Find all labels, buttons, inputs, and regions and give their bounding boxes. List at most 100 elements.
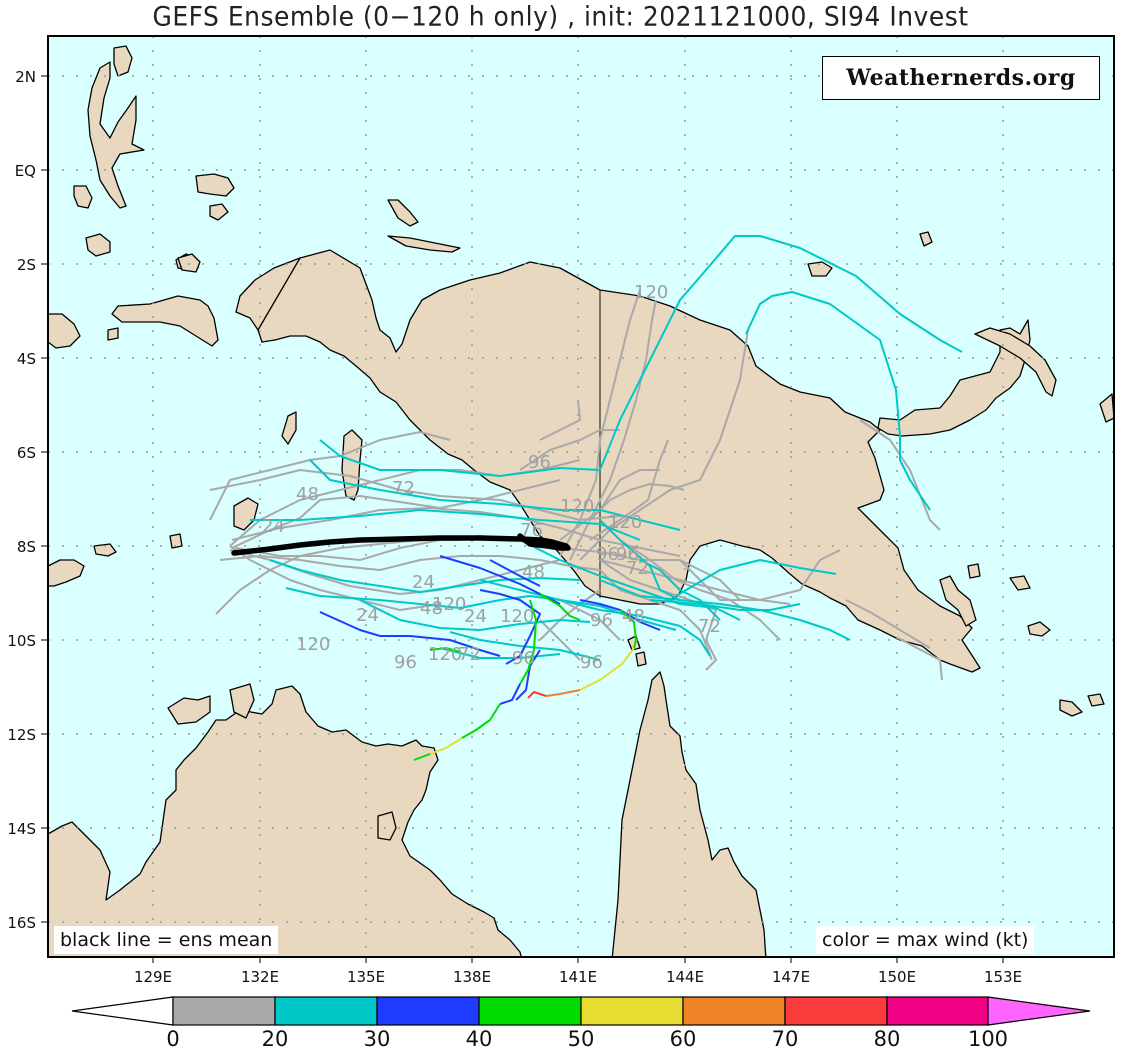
- svg-text:2N: 2N: [15, 68, 36, 86]
- longitude-labels: 129E 132E 135E 138E 141E 144E 147E 150E …: [134, 968, 1022, 986]
- watermark: Weathernerds.org: [822, 56, 1100, 100]
- colorbar-bin-30-40: [376, 996, 480, 1026]
- salawati: [209, 203, 229, 221]
- svg-text:EQ: EQ: [15, 162, 36, 180]
- svg-text:48: 48: [622, 606, 645, 627]
- bougainville: [1099, 393, 1114, 423]
- legend-ens-mean: black line = ens mean: [54, 926, 279, 954]
- svg-text:129E: 129E: [134, 968, 172, 986]
- biak: [387, 199, 419, 227]
- australia: [48, 685, 522, 957]
- kai-islands: [281, 411, 297, 445]
- chart-title: GEFS Ensemble (0−120 h only) , init: 202…: [152, 1, 969, 32]
- colorbar-label: 70: [771, 1027, 799, 1051]
- colorbar-min-arrow: [71, 996, 174, 1026]
- torres-island: [635, 651, 647, 667]
- bacan-islands: [73, 185, 93, 209]
- colorbar-label: 20: [261, 1027, 289, 1051]
- svg-text:14S: 14S: [7, 820, 36, 838]
- svg-text:138E: 138E: [453, 968, 491, 986]
- svg-text:76: 76: [520, 520, 543, 541]
- svg-text:2S: 2S: [17, 256, 36, 274]
- manus: [807, 261, 833, 277]
- small-island-b: [1059, 699, 1083, 717]
- svg-text:96: 96: [616, 544, 639, 565]
- babar: [169, 533, 183, 549]
- colorbar-label: 0: [166, 1027, 180, 1051]
- svg-text:135E: 135E: [347, 968, 385, 986]
- morotai: [113, 45, 133, 77]
- groote-eylandt: [377, 811, 397, 841]
- svg-text:72: 72: [626, 558, 649, 579]
- colorbar-bin-80-100: [886, 996, 989, 1026]
- colorbar-bin-50-60: [580, 996, 684, 1026]
- tiwi-islands-2: [229, 683, 255, 719]
- svg-text:72: 72: [458, 644, 481, 665]
- svg-text:96: 96: [596, 544, 619, 565]
- colorbar-bin-0-20: [172, 996, 276, 1026]
- colorbar-bin-20-30: [274, 996, 378, 1026]
- colorbar: [71, 996, 1091, 1026]
- land-masses: [48, 45, 1114, 957]
- svg-text:24: 24: [262, 516, 285, 537]
- svg-text:24: 24: [412, 572, 435, 593]
- svg-text:12S: 12S: [7, 726, 36, 744]
- tracks-intense: [413, 593, 637, 761]
- svg-text:144E: 144E: [666, 968, 704, 986]
- ambon: [107, 327, 119, 341]
- svg-text:120: 120: [428, 644, 462, 665]
- latitude-labels: 2N EQ 2S 4S 6S 8S 10S 12S 14S 16S: [7, 68, 36, 932]
- svg-text:120: 120: [634, 282, 668, 303]
- legend-color-wind: color = max wind (kt): [816, 926, 1035, 954]
- gridlines: [48, 36, 1114, 957]
- small-island-c: [1087, 693, 1105, 707]
- small-island-e: [1009, 575, 1031, 591]
- svg-text:24: 24: [356, 605, 379, 626]
- svg-text:120: 120: [500, 606, 534, 627]
- svg-text:24: 24: [464, 606, 487, 627]
- svg-text:120: 120: [296, 634, 330, 655]
- svg-text:141E: 141E: [559, 968, 597, 986]
- svg-text:8S: 8S: [17, 538, 36, 556]
- new-ireland: [974, 327, 1057, 397]
- plot-frame: [47, 35, 1115, 958]
- svg-text:132E: 132E: [241, 968, 279, 986]
- svg-text:6S: 6S: [17, 444, 36, 462]
- tracks-cyan: [250, 235, 963, 661]
- ensemble-mean-track: [231, 533, 571, 556]
- svg-text:96: 96: [590, 610, 613, 631]
- colorbar-label: 40: [465, 1027, 493, 1051]
- small-island-a: [1027, 621, 1051, 637]
- svg-text:48: 48: [522, 562, 545, 583]
- yapen: [387, 235, 461, 253]
- svg-text:16S: 16S: [7, 914, 36, 932]
- svg-text:4S: 4S: [17, 350, 36, 368]
- svg-text:48: 48: [420, 598, 443, 619]
- x-ticks: [152, 957, 1004, 963]
- colorbar-bin-40-50: [478, 996, 582, 1026]
- svg-text:153E: 153E: [984, 968, 1022, 986]
- svg-text:120: 120: [432, 594, 466, 615]
- y-ticks: [41, 75, 48, 923]
- waigeo: [195, 173, 235, 197]
- colorbar-label: 80: [873, 1027, 901, 1051]
- colorbar-label: 100: [967, 1027, 1009, 1051]
- obi: [85, 233, 111, 257]
- seram: [111, 295, 219, 347]
- svg-text:96: 96: [394, 652, 417, 673]
- wetar: [93, 543, 117, 557]
- svg-text:10S: 10S: [7, 632, 36, 650]
- cape-york: [611, 671, 767, 957]
- halmahera: [87, 61, 145, 209]
- colorbar-max-arrow: [987, 996, 1091, 1026]
- dentrecasteaux-islands: [939, 575, 977, 627]
- misool: [177, 253, 201, 273]
- svg-text:96: 96: [528, 452, 551, 473]
- svg-text:72: 72: [698, 616, 721, 637]
- birds-head: [235, 257, 301, 331]
- colorbar-label: 30: [363, 1027, 391, 1051]
- small-island-d: [967, 563, 981, 579]
- forecast-hour-labels: 120 96 72 48 24 120 76 120 96 96 72 24 4…: [262, 282, 721, 673]
- svg-text:96: 96: [512, 648, 535, 669]
